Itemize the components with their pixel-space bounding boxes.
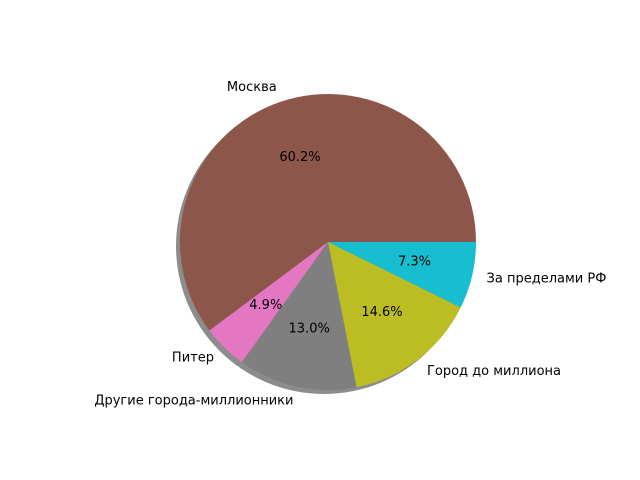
slice-label: За пределами РФ — [487, 272, 607, 287]
percent-label: 13.0% — [289, 321, 330, 336]
percent-label: 14.6% — [361, 305, 402, 320]
percent-label: 4.9% — [249, 298, 282, 313]
pie-slice — [328, 242, 476, 308]
slice-label: Москва — [227, 80, 277, 95]
pie-slice — [328, 242, 461, 388]
slice-label: Другие города-миллионники — [94, 394, 293, 409]
percent-label: 7.3% — [398, 255, 431, 270]
slice-label: Питер — [172, 351, 214, 366]
pie-slice — [241, 242, 357, 390]
slice-label: Город до миллиона — [427, 364, 561, 379]
percent-label: 60.2% — [279, 150, 320, 165]
pie-slice — [209, 242, 328, 363]
pie-slice — [179, 94, 476, 331]
